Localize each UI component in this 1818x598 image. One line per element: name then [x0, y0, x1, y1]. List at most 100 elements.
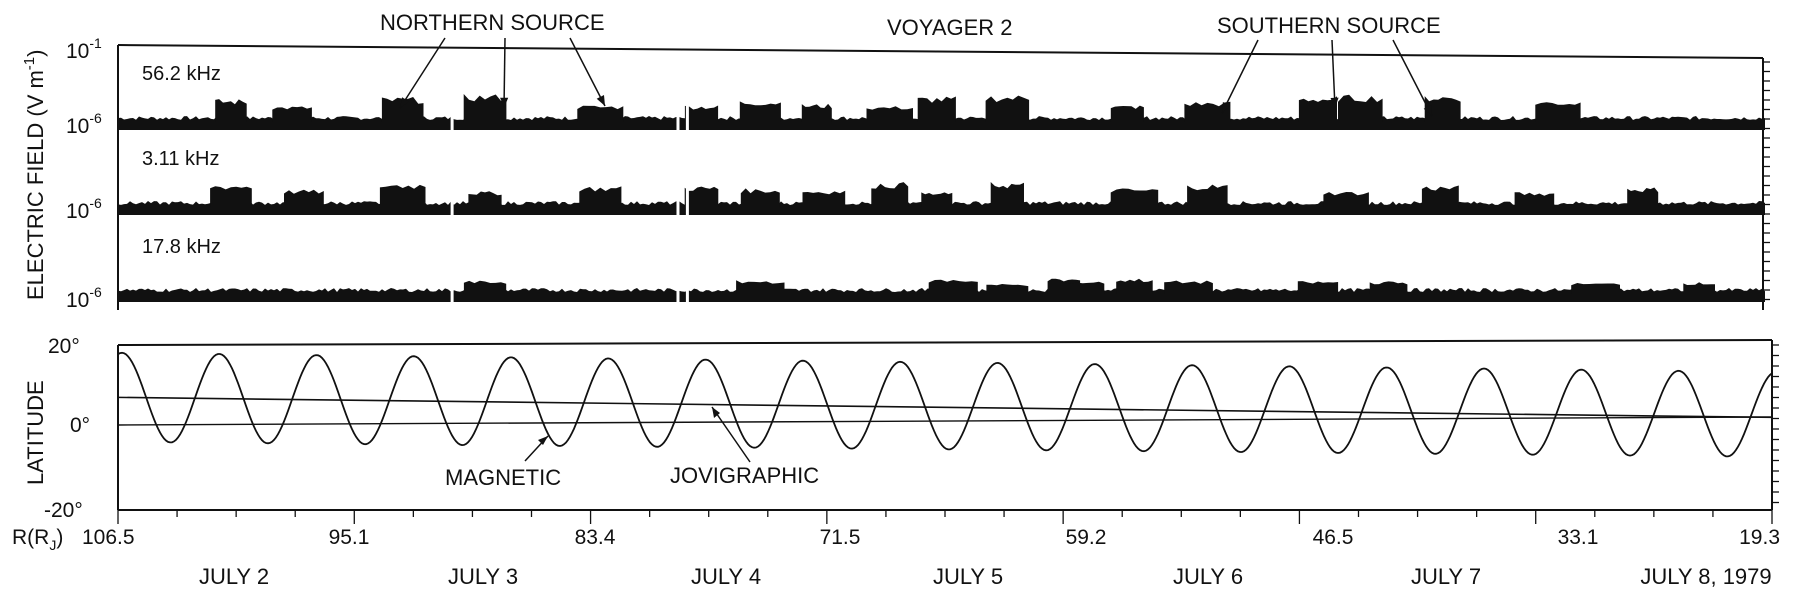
burst-8 — [866, 106, 913, 122]
ytick-10-1: 10-1 — [66, 35, 102, 63]
electric-field-ylabel: ELECTRIC FIELD (V m-1) — [21, 50, 48, 300]
source-arrow-3 — [1221, 39, 1259, 114]
data-gap-2 — [685, 68, 689, 132]
burst-11 — [1110, 188, 1159, 207]
magnetic-curve — [117, 351, 1773, 458]
radius-axis-label: R(RJ) — [12, 526, 63, 553]
burst-9 — [1369, 281, 1408, 294]
latitude-frame — [117, 339, 1779, 511]
burst-6 — [1116, 278, 1153, 294]
burst-9 — [921, 192, 953, 207]
latitude-right-ticks — [1772, 344, 1779, 504]
burst-0 — [215, 99, 247, 122]
source-arrowhead-2 — [596, 95, 605, 106]
source-arrowhead-5 — [1423, 105, 1432, 116]
magnetic-arrowhead — [538, 436, 548, 445]
date-label-3: JULY 3 — [448, 564, 518, 589]
burst-15 — [1514, 192, 1555, 207]
panel-label-56-2-khz: 56.2 kHz — [142, 63, 221, 85]
data-gap-1 — [676, 240, 680, 304]
burst-14 — [1421, 185, 1459, 207]
jovigraphic-arrow — [711, 406, 751, 463]
jovigraphic-label: JOVIGRAPHIC — [670, 463, 819, 488]
burst-2 — [381, 97, 424, 122]
burst-10 — [1571, 283, 1620, 294]
lat-tick-0: 0° — [70, 414, 90, 437]
burst-5 — [684, 105, 719, 122]
radius-tick-labels: 106.5 95.1 83.4 71.5 59.2 46.5 33.1 19.3 — [82, 526, 1780, 549]
data-gap-1 — [676, 68, 680, 132]
burst-10 — [990, 182, 1024, 207]
burst-0 — [463, 280, 507, 294]
burst-5 — [684, 186, 719, 207]
source-arrowhead-1 — [500, 97, 509, 108]
radius-tick-19-3: 19.3 — [1739, 526, 1780, 549]
southern-source-label: SOUTHERN SOURCE — [1217, 13, 1441, 38]
date-labels: JULY 2 JULY 3 JULY 4 JULY 5 JULY 6 JULY 7 JULY… — [199, 564, 1772, 589]
radius-tick-59-2: 59.2 — [1066, 526, 1107, 549]
date-label-4: JULY 4 — [691, 564, 761, 589]
radius-tick-106-5: 106.5 — [82, 526, 135, 549]
burst-2 — [379, 184, 426, 207]
data-gap-0 — [450, 240, 454, 304]
burst-7 — [802, 190, 846, 207]
source-arrow-1 — [503, 37, 506, 109]
ytick-10-6-panel3: 10-6 — [66, 284, 102, 312]
burst-5 — [1061, 281, 1105, 294]
source-arrowhead-0 — [400, 97, 409, 108]
magnetic-label: MAGNETIC — [445, 465, 561, 490]
burst-2 — [928, 279, 978, 294]
date-label-2: JULY 2 — [199, 564, 269, 589]
burst-1 — [272, 106, 312, 122]
burst-8 — [1297, 281, 1339, 294]
ytick-10-6-panel1: 10-6 — [66, 110, 102, 138]
latitude-curves — [117, 351, 1773, 458]
panel-label-3-11-khz: 3.11 kHz — [142, 148, 219, 170]
burst-8 — [871, 182, 909, 207]
burst-9 — [917, 96, 956, 122]
northern-source-label: NORTHERN SOURCE — [380, 10, 605, 35]
chart-title: VOYAGER 2 — [887, 15, 1013, 40]
data-gap-2 — [685, 240, 689, 304]
lat-tick-20: 20° — [48, 335, 80, 358]
burst-15 — [1424, 96, 1461, 122]
burst-11 — [1683, 282, 1715, 294]
lat-tick-minus-20: -20° — [44, 499, 83, 522]
data-gap-1 — [676, 153, 680, 217]
burst-11 — [1110, 105, 1144, 122]
burst-0 — [210, 186, 252, 207]
source-arrowhead-3 — [1222, 102, 1231, 113]
source-arrow-5 — [1392, 39, 1433, 117]
electric-field-panels — [118, 68, 1765, 304]
burst-13 — [1298, 96, 1337, 122]
burst-3 — [468, 191, 502, 207]
source-arrow-4 — [1331, 39, 1336, 109]
source-arrow-0 — [399, 37, 446, 109]
panel-56-2-khz — [118, 68, 1765, 132]
zero-line — [117, 416, 1773, 426]
baseline-noise — [118, 288, 1765, 302]
x-axis-ticks — [117, 510, 1773, 524]
date-label-7: JULY 7 — [1411, 564, 1481, 589]
burst-7 — [1164, 280, 1213, 294]
panel-label-17-8-khz: 17.8 kHz — [142, 236, 221, 258]
data-gap-0 — [450, 68, 454, 132]
burst-14 — [1338, 94, 1383, 122]
date-label-8: JULY 8, 1979 — [1640, 564, 1771, 589]
burst-12 — [1187, 184, 1228, 207]
burst-3 — [463, 94, 507, 122]
burst-3 — [986, 284, 1029, 294]
data-gap-0 — [450, 153, 454, 217]
source-arrows — [399, 37, 1433, 117]
burst-1 — [284, 189, 324, 207]
latitude-ylabel: LATITUDE — [23, 380, 48, 485]
date-label-5: JULY 5 — [933, 564, 1003, 589]
radius-tick-33-1: 33.1 — [1558, 526, 1599, 549]
panel-17-8-khz — [118, 240, 1765, 304]
radius-tick-71-5: 71.5 — [820, 526, 861, 549]
burst-4 — [579, 186, 622, 207]
burst-16 — [1535, 102, 1581, 122]
panel-3-11-khz — [118, 153, 1765, 217]
jovigraphic-curve — [117, 396, 1773, 419]
